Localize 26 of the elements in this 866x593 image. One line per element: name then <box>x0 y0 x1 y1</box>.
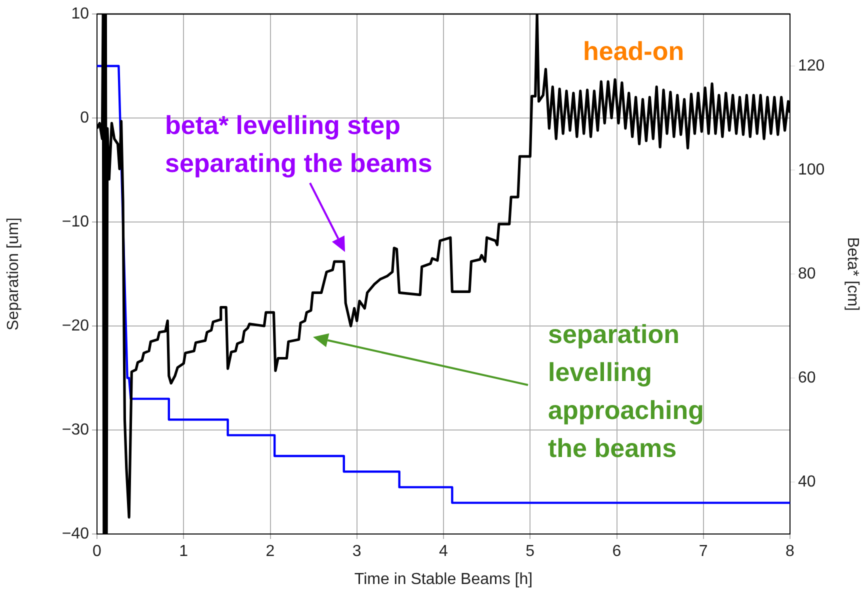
x-tick-label: 5 <box>526 543 535 560</box>
y-tick-label: −30 <box>62 421 90 438</box>
x-tick-label: 6 <box>612 543 622 560</box>
annotation: head-on <box>583 35 686 68</box>
x-tick-label: 4 <box>439 543 448 560</box>
y2-tick-label: 80 <box>798 265 816 282</box>
x-tick-label: 3 <box>352 543 362 560</box>
x-axis-title: Time in Stable Beams [h] <box>354 570 533 588</box>
y-axis-title: Separation [um] <box>5 218 22 330</box>
y2-tick-label: 40 <box>798 473 816 490</box>
y-tick-label: 0 <box>80 109 90 126</box>
annotation: beta* levelling step separating the beams <box>165 109 434 180</box>
y-tick-label: −10 <box>62 213 90 230</box>
y2-axis-title: Beta* [cm] <box>844 237 861 311</box>
x-tick-label: 1 <box>179 543 188 560</box>
x-tick-label: 7 <box>698 543 708 560</box>
x-tick-label: 0 <box>92 543 102 560</box>
annotation: separation levelling approaching the beams <box>548 318 706 465</box>
y2-tick-label: 100 <box>798 161 825 178</box>
y-tick-label: −20 <box>62 317 90 334</box>
y2-tick-label: 60 <box>798 369 816 386</box>
x-tick-label: 2 <box>266 543 275 560</box>
x-tick-label: 8 <box>786 543 795 560</box>
y2-tick-label: 120 <box>798 57 825 74</box>
y-tick-label: 10 <box>71 5 90 22</box>
y-tick-label: −40 <box>62 525 90 542</box>
